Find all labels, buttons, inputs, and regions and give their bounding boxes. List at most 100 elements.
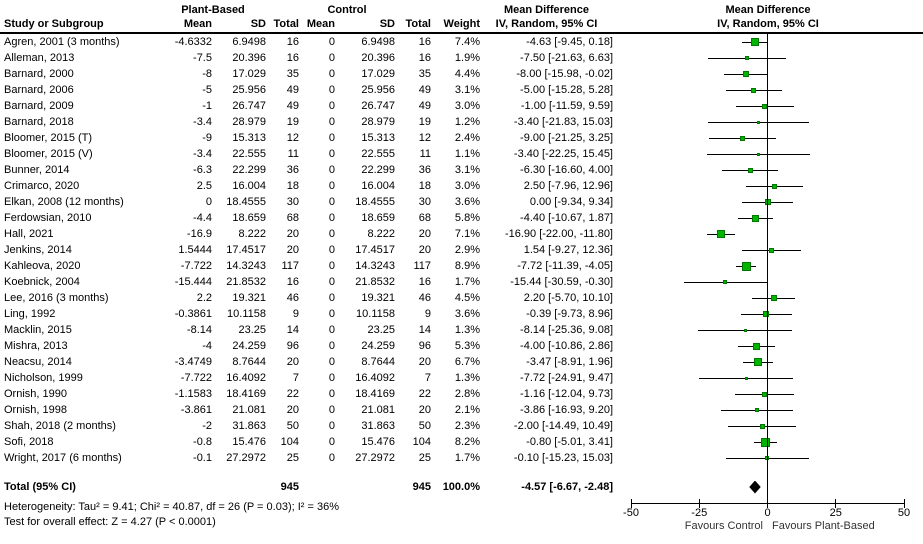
weight: 5.3% [454,340,480,352]
effect-marker [770,295,777,301]
c-sd: 6.9498 [361,36,395,48]
weight: 7.4% [454,36,480,48]
pb-total: 12 [286,132,299,144]
c-sd: 18.4555 [355,196,395,208]
c-total: 18 [418,180,431,192]
pb-sd: 31.863 [232,420,266,432]
study-row: Barnard, 2018 -3.4 28.979 19 0 28.979 19 1.2% -3… [0,114,923,130]
weight: 1.1% [454,148,480,160]
weight: 3.1% [454,164,480,176]
pb-sd: 28.979 [232,116,266,128]
pb-sd: 16.004 [232,180,266,192]
c-sd: 21.8532 [355,276,395,288]
col-header-weight: Weight [443,18,480,30]
pb-total: 49 [286,84,299,96]
pb-sd: 10.1158 [227,308,266,320]
overall-effect-text: Test for overall effect: Z = 4.27 (P < 0… [4,516,216,528]
c-total: 104 [412,436,431,448]
c-mean: 0 [328,164,335,176]
ci-text: -15.44 [-30.59, -0.30] [510,276,613,288]
pb-sd: 14.3243 [226,260,266,272]
c-mean: 0 [328,452,335,464]
col-header-pb-sd: SD [250,18,266,30]
study-name: Sofi, 2018 [4,436,54,448]
c-mean: 0 [328,324,335,336]
c-mean: 0 [328,420,335,432]
study-row: Macklin, 2015 -8.14 23.25 14 0 23.25 14 1.3% -8.… [0,322,923,338]
ci-text: -1.16 [-12.04, 9.73] [520,388,613,400]
pb-total: 16 [286,36,299,48]
study-name: Crimarco, 2020 [4,180,80,192]
pb-sd: 22.299 [232,164,266,176]
c-total: 11 [419,148,431,160]
study-row: Sofi, 2018 -0.8 15.476 104 0 15.476 104 8.2% -0.… [0,434,923,450]
pb-total: 20 [286,356,299,368]
pb-mean: -1.1583 [174,388,212,400]
c-total: 49 [418,84,431,96]
ci-text: -8.14 [-25.36, 9.08] [520,324,613,336]
c-total: 36 [418,164,431,176]
c-mean: 0 [328,132,335,144]
total-weight: 100.0% [442,481,480,493]
c-sd: 31.863 [361,420,395,432]
col-header-pb-total: Total [273,18,299,30]
zero-line [767,34,768,503]
heterogeneity-text: Heterogeneity: Tau² = 9.41; Chi² = 40.87… [4,501,339,513]
pb-sd: 18.659 [232,212,266,224]
c-total: 19 [418,116,431,128]
pb-sd: 8.7644 [232,356,266,368]
pb-sd: 22.555 [232,148,266,160]
pb-total: 7 [292,372,299,384]
c-mean: 0 [328,212,335,224]
study-row: Neacsu, 2014 -3.4749 8.7644 20 0 8.7644 20 6.7%… [0,354,923,370]
pb-mean: 2.2 [196,292,212,304]
c-total: 50 [418,420,431,432]
effect-marker [771,183,777,189]
study-row: Jenkins, 2014 1.5444 17.4517 20 0 17.4517 20 2.… [0,242,923,258]
pb-mean: 1.5444 [178,244,212,256]
pb-sd: 25.956 [232,84,266,96]
study-row: Ornish, 1998 -3.861 21.081 20 0 21.081 20 2.1% -… [0,402,923,418]
weight: 1.2% [454,116,480,128]
study-name: Bunner, 2014 [4,164,70,176]
pb-total: 20 [286,404,299,416]
weight: 8.2% [454,436,480,448]
study-name: Bloomer, 2015 (V) [4,148,93,160]
ci-text: 1.54 [-9.27, 12.36] [523,244,613,256]
total-ci-text: -4.57 [-6.67, -2.48] [521,481,613,493]
pb-total: 18 [286,180,299,192]
effect-marker [744,376,748,380]
pb-mean: -7.5 [193,52,212,64]
effect-marker [751,214,759,222]
study-name: Wright, 2017 (6 months) [4,452,122,464]
c-total: 117 [413,260,431,272]
c-sd: 17.4517 [355,244,395,256]
effect-marker [762,103,768,109]
pb-sd: 16.4092 [226,372,266,384]
study-name: Hall, 2021 [4,228,54,240]
study-row: Kahleova, 2020 -7.722 14.3243 117 0 14.3243 11… [0,258,923,274]
pb-total: 117 [281,260,299,272]
ci-text: -4.40 [-10.67, 1.87] [520,212,613,224]
ci-text: -0.10 [-15.23, 15.03] [513,452,613,464]
pb-mean: -5 [202,84,212,96]
effect-marker [763,311,770,317]
x-axis-tick-label: 50 [897,507,911,519]
md-text-column-title: Mean Difference [504,4,589,16]
study-row: Koebnick, 2004 -15.444 21.8532 16 0 21.8532 16… [0,274,923,290]
c-total: 9 [424,308,431,320]
study-name: Neacsu, 2014 [4,356,72,368]
pb-sd: 19.321 [232,292,266,304]
study-name: Ferdowsian, 2010 [4,212,92,224]
c-total: 22 [418,388,431,400]
weight: 1.3% [454,324,480,336]
ci-text: -8.00 [-15.98, -0.02] [516,68,613,80]
ci-text: 0.00 [-9.34, 9.34] [529,196,613,208]
c-mean: 0 [328,52,335,64]
c-sd: 15.476 [361,436,395,448]
study-row: Elkan, 2008 (12 months) 0 18.4555 30 0 18.455… [0,194,923,210]
c-sd: 18.659 [361,212,395,224]
c-sd: 19.321 [361,292,395,304]
c-total: 20 [418,404,431,416]
c-mean: 0 [328,372,335,384]
